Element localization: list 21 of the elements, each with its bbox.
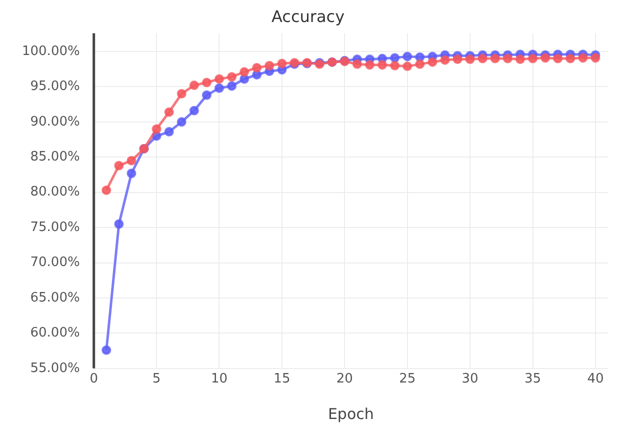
y-tick-label: 85.00% — [30, 150, 80, 165]
chart-title: Accuracy — [271, 6, 345, 26]
y-tick-label: 95.00% — [30, 79, 80, 94]
x-tick-label: 5 — [152, 372, 161, 387]
x-tick-label: 25 — [399, 372, 416, 387]
y-tick-label: 100.00% — [22, 44, 80, 59]
x-tick-label: 0 — [90, 372, 98, 387]
x-tick-label: 15 — [274, 372, 290, 387]
y-tick-label: 80.00% — [30, 184, 80, 200]
x-axis-title: Epoch — [328, 404, 374, 423]
y-tick-label: 75.00% — [30, 220, 80, 235]
y-tick-label: 65.00% — [30, 290, 80, 306]
x-tick-label: 40 — [587, 372, 604, 387]
x-tick-label: 35 — [524, 372, 542, 387]
x-tick-label: 20 — [336, 372, 353, 387]
y-tick-label: 70.00% — [30, 255, 80, 270]
x-tick-label: 10 — [210, 372, 228, 387]
x-tick-label: 30 — [462, 372, 478, 387]
y-tick-label: 60.00% — [30, 326, 80, 341]
y-tick-label: 55.00% — [30, 360, 80, 376]
y-tick-label: 90.00% — [30, 114, 80, 130]
